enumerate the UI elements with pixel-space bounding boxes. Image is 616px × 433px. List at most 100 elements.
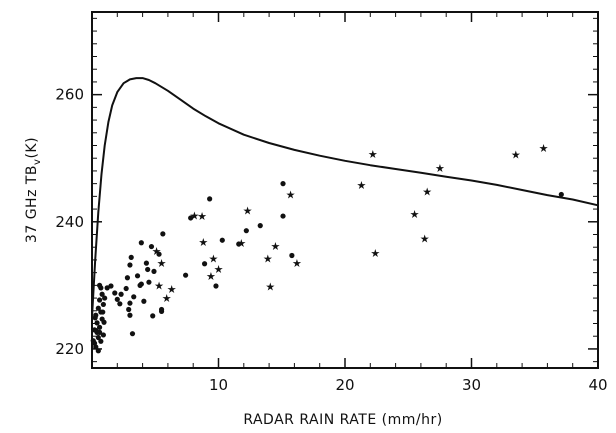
dot-point <box>148 243 155 250</box>
dot-point <box>138 240 144 246</box>
star-point: ★ <box>286 188 296 201</box>
star-point: ★ <box>511 148 521 161</box>
dot-point <box>127 300 133 306</box>
dot-point <box>141 298 147 304</box>
y-axis-title: 37 GHz TBv(K) <box>24 137 43 243</box>
dot-point <box>94 320 100 326</box>
y-axis-title-main: 37 GHz TB <box>24 165 40 243</box>
dot-point <box>100 309 106 315</box>
dot-point <box>127 312 133 318</box>
x-tick-label-2: 30 <box>462 376 481 394</box>
dot-point <box>100 301 106 308</box>
dot-point <box>95 305 101 311</box>
dot-point <box>126 306 132 313</box>
dot-point <box>98 338 104 344</box>
star-point: ★ <box>198 236 208 249</box>
dot-point <box>129 331 136 337</box>
dot-point <box>243 228 249 234</box>
star-point: ★ <box>214 263 224 276</box>
dot-point <box>213 283 219 289</box>
x-tick-label-3: 40 <box>588 376 607 394</box>
dot-point <box>236 241 242 247</box>
dot-point <box>102 295 108 301</box>
dot-point <box>158 308 165 315</box>
dot-point <box>151 268 157 274</box>
dot-point <box>127 262 133 268</box>
star-point: ★ <box>197 210 207 223</box>
model-curve-line <box>91 77 599 318</box>
dot-point <box>201 261 208 267</box>
dot-point <box>188 215 194 221</box>
star-point: ★ <box>154 279 164 292</box>
dot-point <box>137 282 143 288</box>
star-point: ★ <box>265 281 275 294</box>
dot-point <box>108 283 114 289</box>
dot-point <box>128 254 134 260</box>
star-point: ★ <box>263 253 273 266</box>
y-axis-title-unit: (K) <box>24 137 40 159</box>
star-point: ★ <box>270 240 280 253</box>
star-point: ★ <box>206 270 216 283</box>
dot-point <box>96 329 103 335</box>
dot-point <box>146 279 152 285</box>
star-point: ★ <box>370 247 380 260</box>
dot-point <box>112 290 118 296</box>
dot-point <box>207 196 213 202</box>
dot-point <box>143 260 149 266</box>
star-point: ★ <box>368 148 378 161</box>
x-tick-label-1: 20 <box>335 376 354 394</box>
star-point: ★ <box>236 237 246 250</box>
star-point: ★ <box>422 185 432 198</box>
model-curve <box>91 77 599 318</box>
star-point: ★ <box>243 204 253 217</box>
star-point: ★ <box>209 253 219 266</box>
star-point: ★ <box>152 245 162 258</box>
dot-point <box>99 291 105 297</box>
star-point: ★ <box>357 179 367 192</box>
tick-labels: 10 20 30 40 220 240 260 <box>55 86 607 394</box>
dot-point <box>114 296 120 302</box>
dot-point <box>123 285 129 292</box>
dot-point <box>134 273 141 279</box>
dot-point <box>92 315 98 321</box>
star-point: ★ <box>420 232 430 245</box>
dot-point <box>95 348 101 354</box>
dot-point <box>118 291 124 297</box>
dot-point <box>257 223 263 229</box>
y-axis-title-subscript: v <box>32 159 43 165</box>
dot-point <box>131 294 137 300</box>
star-point: ★ <box>162 292 172 305</box>
star-point: ★ <box>157 257 167 270</box>
star-point: ★ <box>539 142 549 155</box>
dot-point <box>156 251 162 257</box>
dot-point <box>280 181 286 187</box>
dot-point <box>101 319 107 325</box>
dot-point <box>124 275 131 281</box>
dot-point <box>219 237 225 243</box>
dot-point <box>95 334 101 341</box>
dot-point <box>183 272 189 278</box>
star-point: ★ <box>435 162 445 175</box>
dot-point <box>100 332 106 338</box>
scatter-points: ★★★★★★★★★★★★★★★★★★★★★★★★★★ ★ <box>90 142 564 354</box>
axis-ticks <box>91 12 599 368</box>
dot-point <box>289 252 295 259</box>
dot-point <box>150 313 156 319</box>
y-tick-label-2: 260 <box>55 86 84 104</box>
dot-point <box>280 213 286 219</box>
star-point: ★ <box>410 208 420 221</box>
y-tick-label-0: 220 <box>55 340 84 358</box>
star-point: ★ <box>190 209 200 222</box>
dot-point <box>145 266 151 273</box>
dot-point <box>96 324 103 330</box>
dot-point <box>91 340 98 346</box>
dot-point <box>160 231 166 237</box>
dot-point <box>558 191 564 198</box>
dot-point <box>96 297 103 303</box>
dot-point <box>117 301 123 307</box>
star-point: ★ <box>292 257 302 270</box>
y-tick-label-1: 240 <box>55 213 84 231</box>
x-tick-label-0: 10 <box>209 376 228 394</box>
star-point: ★ <box>167 283 177 296</box>
